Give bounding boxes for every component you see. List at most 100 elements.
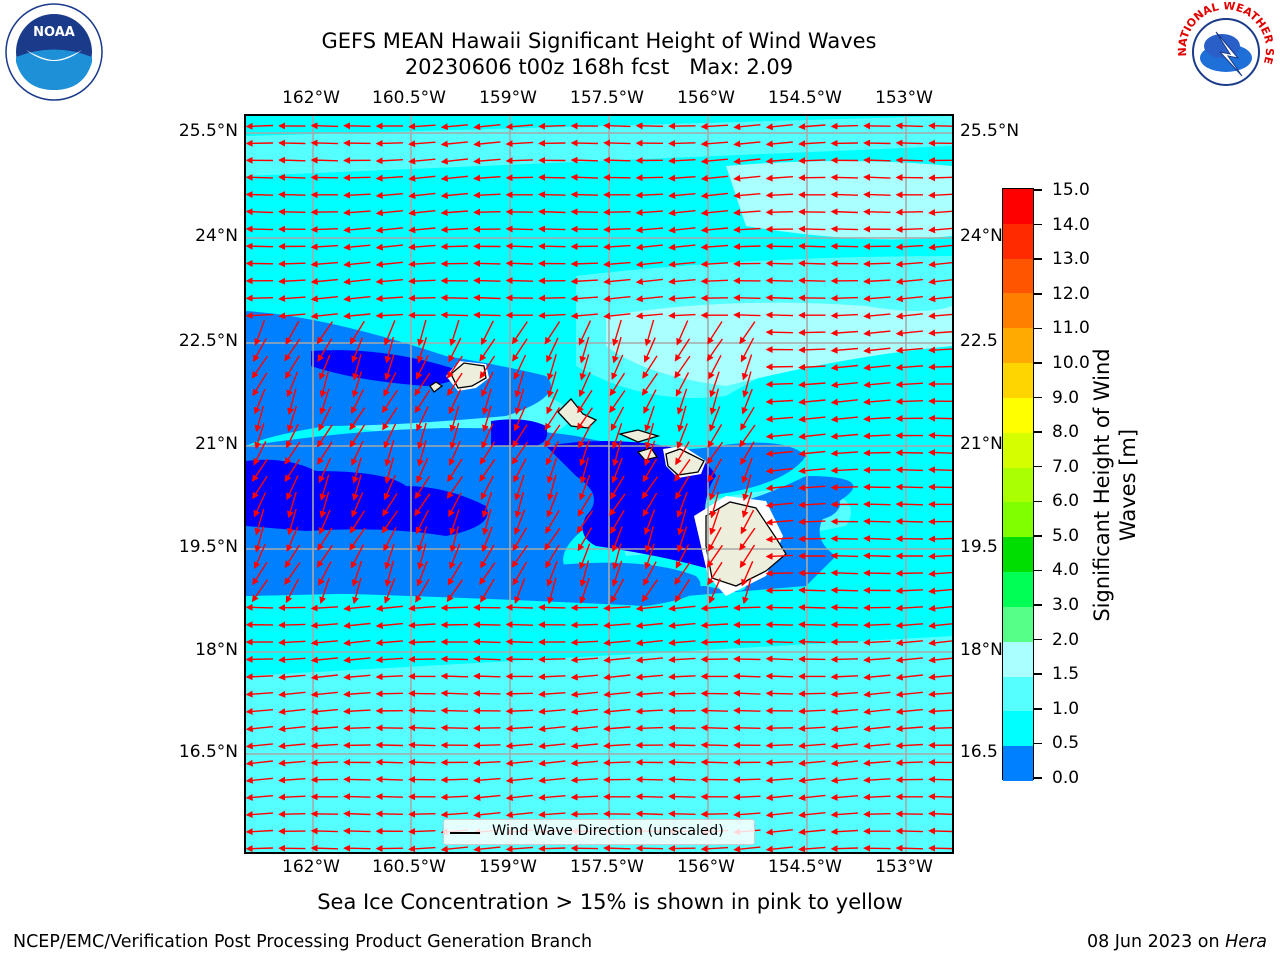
- wave-direction-arrow: [246, 294, 274, 302]
- wave-direction-arrow: [417, 319, 427, 347]
- wave-direction-arrow: [707, 561, 723, 586]
- wave-direction-arrow: [246, 603, 274, 611]
- lon-tick-label: 156°W: [677, 857, 735, 877]
- island-molokai: [617, 429, 661, 443]
- wave-direction-arrow: [253, 388, 266, 415]
- wave-direction-arrow: [644, 440, 656, 467]
- wave-direction-arrow: [863, 552, 891, 560]
- wave-direction-arrow: [538, 845, 566, 852]
- wave-direction-arrow: [700, 707, 729, 715]
- wave-direction-arrow: [895, 329, 923, 337]
- wave-direction-arrow: [830, 569, 859, 577]
- wave-direction-arrow: [381, 390, 398, 414]
- wave-direction-arrow: [375, 295, 404, 303]
- wave-direction-arrow: [505, 724, 534, 732]
- wave-direction-arrow: [644, 526, 655, 553]
- wave-direction-arrow: [570, 208, 599, 216]
- colorbar-tick-label: 9.0: [1052, 387, 1080, 408]
- wave-direction-arrow: [285, 578, 300, 604]
- wave-direction-arrow: [739, 424, 756, 448]
- wave-direction-arrow: [384, 440, 395, 467]
- wave-direction-arrow: [635, 810, 664, 818]
- wave-direction-arrow: [765, 259, 794, 267]
- wave-direction-arrow: [473, 793, 501, 801]
- colorbar-tick-mark: [1034, 223, 1042, 226]
- wave-direction-arrow: [351, 371, 363, 398]
- wave-direction-arrow: [798, 518, 826, 526]
- wave-direction-arrow: [676, 423, 688, 450]
- wave-direction-arrow: [577, 527, 593, 552]
- colorbar-tick-label: 4.0: [1052, 560, 1080, 581]
- lat-tick-label: 25.5°N: [960, 121, 1020, 141]
- wave-direction-arrow: [830, 673, 859, 681]
- wave-direction-arrow: [570, 673, 598, 681]
- wave-direction-arrow: [707, 424, 723, 449]
- wave-direction-arrow: [830, 655, 859, 663]
- wave-direction-arrow: [603, 759, 631, 767]
- wave-direction-arrow: [570, 312, 598, 320]
- wave-direction-arrow: [798, 432, 826, 440]
- wave-direction-arrow: [798, 638, 826, 646]
- wave-direction-arrow: [707, 458, 723, 483]
- wave-direction-arrow: [830, 552, 859, 560]
- wave-direction-arrow: [895, 312, 923, 320]
- wave-direction-arrow: [668, 139, 696, 147]
- wave-direction-arrow: [742, 371, 752, 398]
- wave-direction-arrow: [505, 794, 533, 802]
- wave-direction-arrow: [928, 483, 952, 491]
- wave-direction-arrow: [349, 510, 366, 534]
- wave-direction-arrow: [603, 312, 631, 320]
- wave-direction-arrow: [246, 742, 273, 750]
- wave-direction-arrow: [310, 277, 338, 285]
- wave-direction-arrow: [863, 793, 891, 801]
- wave-direction-arrow: [408, 243, 436, 251]
- wave-direction-arrow: [513, 458, 527, 483]
- wave-direction-arrow: [863, 156, 891, 164]
- wave-direction-arrow: [384, 354, 395, 381]
- wave-direction-arrow: [254, 508, 265, 536]
- wave-direction-arrow: [830, 586, 859, 594]
- wave-direction-arrow: [765, 398, 794, 406]
- wave-direction-arrow: [448, 337, 462, 363]
- wave-band-1.5-2: [246, 636, 952, 852]
- wave-direction-arrow: [375, 656, 404, 664]
- wave-direction-arrow: [246, 208, 274, 216]
- wave-direction-arrow: [668, 243, 696, 251]
- wave-direction-arrow: [765, 535, 794, 543]
- wave-direction-arrow: [635, 260, 663, 268]
- wave-direction-arrow: [895, 208, 924, 216]
- island-niihau: [429, 381, 444, 393]
- wave-direction-arrow: [863, 346, 891, 354]
- colorbar-tick-label: 11.0: [1052, 318, 1090, 339]
- wave-direction-arrow: [546, 560, 558, 587]
- wave-direction-arrow: [709, 371, 720, 398]
- wave-direction-arrow: [895, 466, 924, 474]
- wave-direction-arrow: [765, 450, 793, 458]
- wave-direction-arrow: [644, 543, 655, 570]
- wave-direction-arrow: [635, 243, 663, 251]
- wave-direction-arrow: [611, 560, 623, 587]
- colorbar-tick-label: 13.0: [1052, 249, 1090, 270]
- wave-direction-arrow: [278, 742, 306, 750]
- colorbar-segment: [1003, 746, 1033, 782]
- wave-direction-arrow: [449, 543, 461, 570]
- island-maui: [665, 448, 705, 476]
- wave-direction-arrow: [416, 406, 429, 432]
- wave-direction-arrow: [895, 277, 923, 285]
- nws-logo: NATIONAL WEATHER SERVICE: [1176, 2, 1276, 100]
- wave-direction-arrow: [895, 725, 924, 733]
- wave-direction-arrow: [765, 845, 793, 852]
- wave-direction-arrow: [448, 440, 461, 466]
- wave-direction-arrow: [578, 320, 592, 346]
- wave-direction-arrow: [635, 312, 663, 320]
- wave-direction-arrow: [449, 405, 460, 433]
- wave-band-0.5-1: [246, 476, 854, 600]
- wave-direction-arrow: [765, 759, 794, 767]
- wave-direction-arrow: [635, 690, 664, 698]
- wave-direction-arrow: [863, 398, 891, 406]
- wave-direction-arrow: [928, 122, 952, 130]
- wave-direction-arrow: [310, 295, 338, 303]
- wave-direction-arrow: [895, 346, 923, 354]
- wave-direction-arrow: [319, 577, 330, 605]
- wave-direction-arrow: [709, 406, 721, 432]
